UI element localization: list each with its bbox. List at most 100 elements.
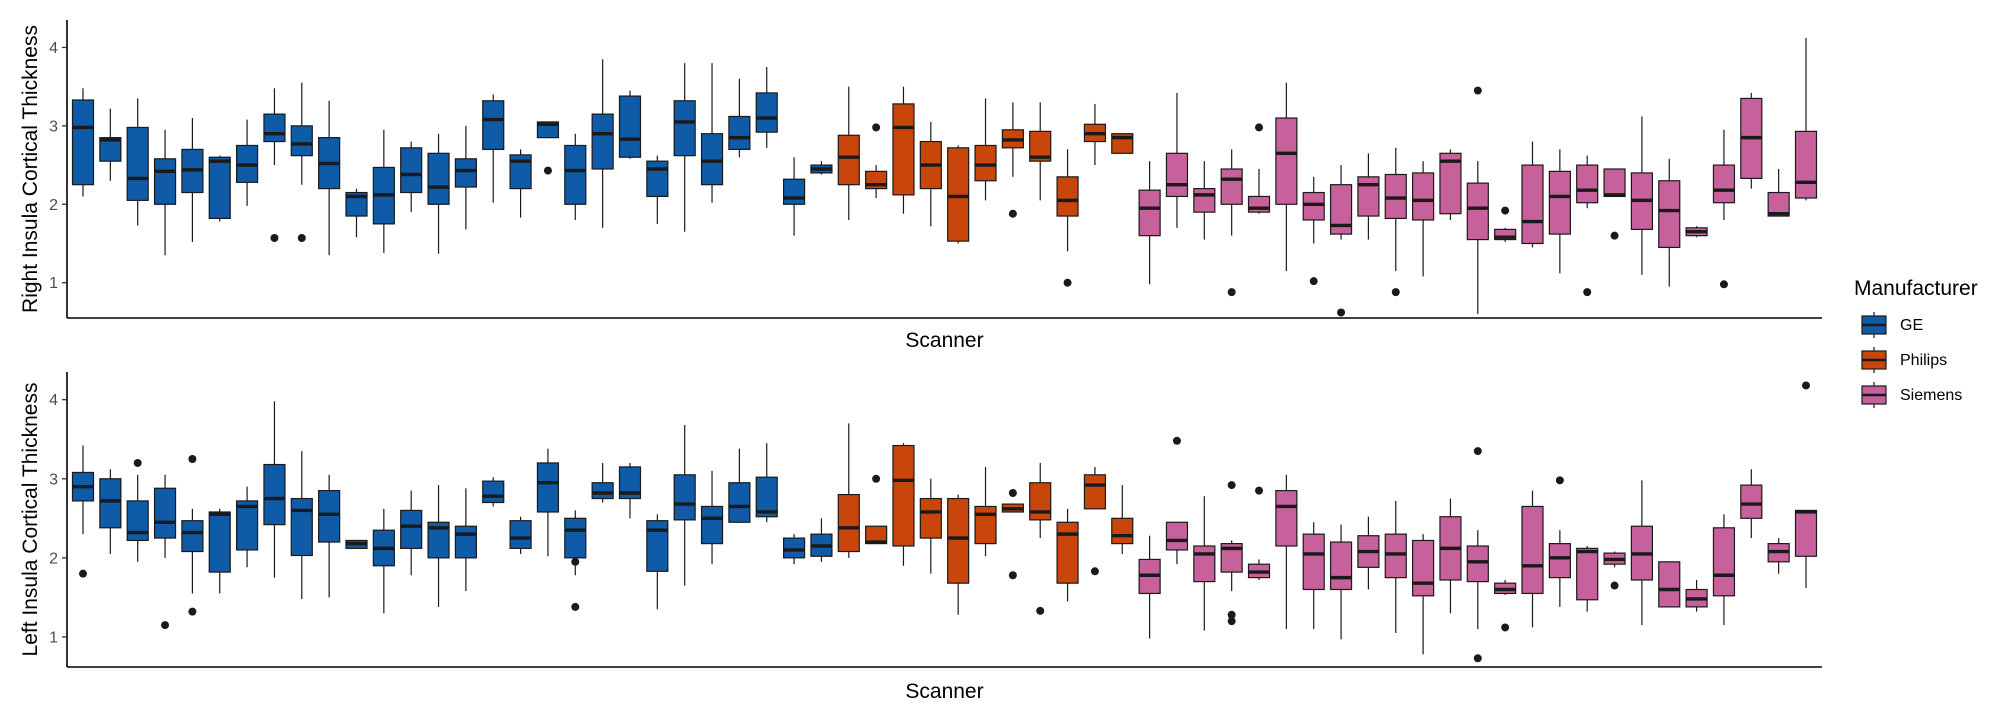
box-1-23: [673, 63, 696, 232]
box-1-56: [1576, 155, 1599, 297]
box-body: [646, 520, 669, 572]
box-body: [1329, 184, 1353, 235]
box-2-61: [1712, 514, 1736, 626]
box-1-51: [1439, 149, 1462, 220]
outlier-point: [188, 607, 197, 616]
box-1-7: [235, 119, 259, 206]
outlier-point: [571, 602, 580, 611]
outlier-point: [1172, 436, 1181, 445]
box-1-5: [181, 118, 204, 242]
box-body: [400, 147, 423, 194]
outlier-point: [872, 123, 881, 132]
box-1-48: [1357, 153, 1380, 240]
box-body: [1548, 170, 1571, 235]
box-2-54: [1521, 490, 1544, 628]
outlier-point: [1610, 581, 1619, 590]
box-1-24: [700, 63, 724, 203]
outlier-point: [1227, 288, 1236, 297]
box-2-48: [1357, 516, 1380, 590]
box-2-24: [700, 470, 724, 565]
x-axis-title: Scanner: [905, 680, 983, 703]
outlier-point: [1255, 123, 1264, 132]
box-1-13: [400, 141, 423, 213]
box-body: [1193, 188, 1216, 213]
box-2-41: [1165, 436, 1189, 565]
box-2-15: [454, 488, 477, 592]
y-tick-label: 3: [49, 471, 58, 488]
legend-label: GE: [1900, 317, 1923, 334]
legend-item-ge: GE: [1861, 312, 1923, 338]
box-body: [591, 113, 614, 170]
box-body: [1329, 541, 1353, 591]
box-2-3: [126, 458, 149, 562]
box-1-63: [1767, 169, 1790, 217]
outlier-point: [79, 569, 87, 578]
box-2-55: [1548, 476, 1571, 607]
box-body: [1576, 164, 1599, 204]
box-1-20: [591, 59, 614, 228]
box-1-2: [99, 108, 122, 181]
box-body: [591, 482, 614, 500]
box-1-29: [837, 86, 860, 220]
box-2-16: [482, 477, 505, 507]
box-2-64: [1794, 381, 1818, 588]
box-1-32: [919, 121, 942, 227]
box-1-1: [71, 88, 95, 197]
box-body: [755, 92, 778, 133]
box-2-53: [1494, 580, 1517, 632]
box-body: [1740, 484, 1763, 519]
box-body: [618, 466, 642, 500]
box-body: [974, 144, 997, 182]
box-2-56: [1576, 545, 1599, 612]
legend-item-siemens: Siemens: [1861, 382, 1962, 408]
box-body: [1412, 172, 1435, 221]
box-body: [290, 497, 313, 557]
box-2-9: [290, 451, 313, 599]
box-body: [1302, 533, 1325, 591]
box-2-46: [1302, 522, 1325, 630]
box-body: [99, 478, 122, 529]
box-1-10: [318, 100, 341, 256]
box-1-38: [1083, 103, 1107, 166]
box-1-25: [728, 78, 751, 158]
box-body: [126, 500, 149, 542]
legend-key: [1861, 312, 1887, 338]
box-2-20: [591, 462, 614, 503]
box-1-12: [372, 129, 395, 253]
box-1-60: [1685, 226, 1708, 238]
box-1-18: [536, 121, 560, 175]
box-body: [700, 505, 724, 545]
box-body: [71, 99, 95, 186]
outlier-point: [1255, 486, 1264, 495]
box-1-27: [782, 157, 806, 236]
box-2-4: [153, 474, 177, 630]
box-body: [1576, 547, 1599, 601]
box-body: [1056, 521, 1079, 584]
box-body: [427, 152, 450, 205]
box-1-43: [1220, 149, 1243, 297]
outlier-point: [1501, 206, 1510, 215]
box-1-44: [1247, 123, 1271, 214]
outlier-point: [1802, 381, 1810, 390]
box-1-30: [865, 123, 888, 199]
box-1-50: [1412, 161, 1435, 277]
box-2-30: [865, 474, 888, 545]
box-1-59: [1658, 158, 1681, 287]
box-1-37: [1056, 149, 1079, 287]
box-body: [208, 156, 231, 220]
box-2-12: [372, 508, 395, 614]
box-body: [782, 178, 806, 205]
box-body: [1275, 117, 1298, 205]
outlier-point: [1036, 606, 1045, 615]
box-body: [974, 505, 997, 545]
box-body: [837, 134, 860, 186]
box-body: [1165, 521, 1189, 551]
box-1-22: [646, 155, 669, 224]
legend-key: [1861, 382, 1887, 408]
box-body: [153, 158, 177, 205]
box-2-13: [400, 490, 423, 576]
box-body: [536, 462, 560, 513]
box-body: [728, 482, 751, 523]
box-2-23: [673, 424, 696, 586]
